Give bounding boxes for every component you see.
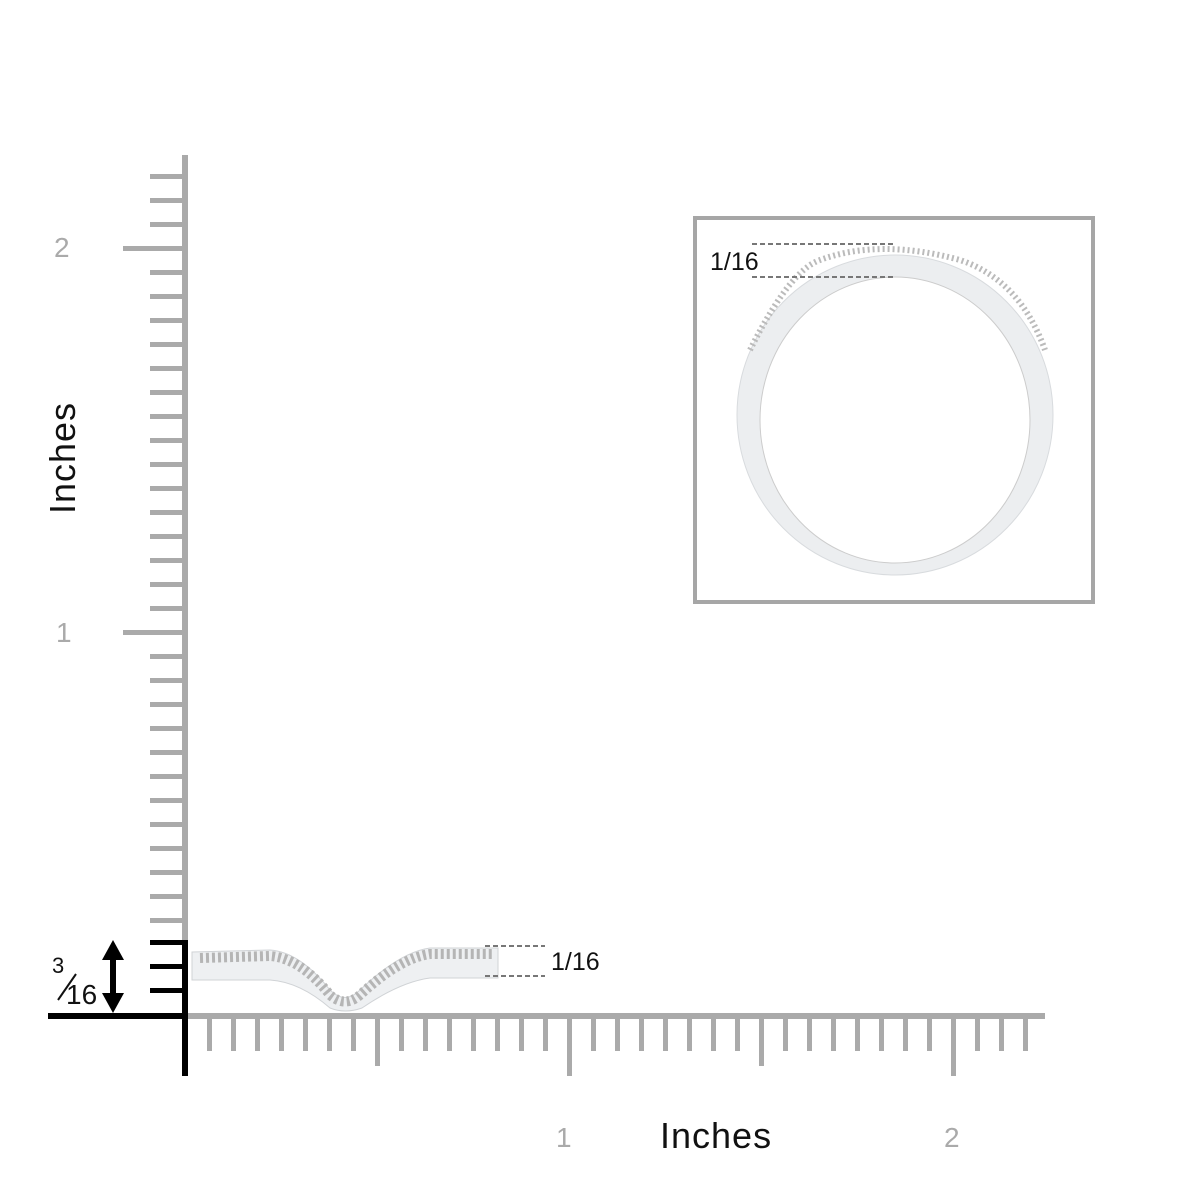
- vertical-ruler-tick: [150, 798, 183, 803]
- horizontal-ruler-tick: [255, 1016, 260, 1051]
- horizontal-ruler-tick: [831, 1016, 836, 1051]
- horizontal-ruler-tick: [951, 1016, 956, 1076]
- horizontal-ruler-tick: [663, 1016, 668, 1051]
- horizontal-ruler-tick: [855, 1016, 860, 1051]
- vertical-ruler-tick: [150, 462, 183, 467]
- vertical-ruler-tick: [150, 534, 183, 539]
- vertical-ruler-tick: [123, 246, 183, 251]
- vertical-ruler-tick: [150, 174, 183, 179]
- horizontal-ruler-tick: [399, 1016, 404, 1051]
- vertical-ruler-tick: [150, 822, 183, 827]
- inset-width-label: 1/16: [710, 248, 759, 276]
- band-height-numerator: 3: [52, 953, 65, 978]
- vertical-ruler-tick: [150, 918, 183, 923]
- vertical-ruler-tick: [150, 582, 183, 587]
- vertical-ruler-tick: [150, 558, 183, 563]
- horizontal-ruler-tick: [447, 1016, 452, 1051]
- vertical-ruler-tick: [150, 198, 183, 203]
- horizontal-ruler-tick: [687, 1016, 692, 1051]
- horizontal-ruler-tick: [279, 1016, 284, 1051]
- horizontal-ruler-tick: [735, 1016, 740, 1051]
- vertical-ruler-tick: [150, 438, 183, 443]
- vertical-ruler-tick: [150, 606, 183, 611]
- vertical-ruler-line: [182, 155, 188, 940]
- horizontal-ruler-tick: [711, 1016, 716, 1051]
- vertical-ruler-tick: [150, 678, 183, 683]
- horizontal-ruler-tick: [303, 1016, 308, 1051]
- horizontal-ruler-tick: [783, 1016, 788, 1051]
- horizontal-ruler-tick: [423, 1016, 428, 1051]
- horizontal-ruler-tick: [327, 1016, 332, 1051]
- horizontal-ruler-tick: [999, 1016, 1004, 1051]
- vertical-ruler-tick: [150, 870, 183, 875]
- horizontal-ruler-tick: [615, 1016, 620, 1051]
- vertical-ruler-tick: [150, 774, 183, 779]
- horizontal-ruler-tick: [639, 1016, 644, 1051]
- vertical-ruler-tick: [150, 894, 183, 899]
- horizontal-ruler-tick: [591, 1016, 596, 1051]
- vertical-ruler-tick: [150, 846, 183, 851]
- horizontal-ruler-tick: [231, 1016, 236, 1051]
- band-width-label: 1/16: [551, 948, 600, 976]
- vertical-tick-label-2: 2: [54, 232, 70, 263]
- horizontal-ruler-tick: [879, 1016, 884, 1051]
- horizontal-ruler-tick: [351, 1016, 356, 1051]
- vertical-ruler-tick: [150, 222, 183, 227]
- horizontal-tick-label-1: 1: [556, 1122, 572, 1153]
- band-height-marker: [48, 940, 188, 1076]
- horizontal-ruler-tick: [759, 1016, 764, 1066]
- horizontal-ruler-tick: [807, 1016, 812, 1051]
- vertical-ruler-tick: [150, 342, 183, 347]
- ring-side-view: [191, 945, 545, 1012]
- vertical-ruler-tick: [150, 390, 183, 395]
- horizontal-ruler-tick: [567, 1016, 572, 1076]
- vertical-ruler-tick: [150, 486, 183, 491]
- vertical-ruler-tick: [150, 510, 183, 515]
- vertical-ruler-tick: [150, 318, 183, 323]
- horizontal-tick-label-2: 2: [944, 1122, 960, 1153]
- horizontal-ruler-tick: [495, 1016, 500, 1051]
- horizontal-ruler-tick: [1023, 1016, 1028, 1051]
- vertical-ruler-tick: [150, 270, 183, 275]
- double-arrow-icon: [102, 940, 124, 1013]
- horizontal-ruler: [207, 1016, 1028, 1076]
- horizontal-ruler-line: [185, 1013, 1045, 1019]
- horizontal-ruler-tick: [519, 1016, 524, 1051]
- vertical-ruler-tick: [150, 726, 183, 731]
- horizontal-ruler-tick: [975, 1016, 980, 1051]
- vertical-ruler-tick: [150, 750, 183, 755]
- horizontal-ruler-tick: [903, 1016, 908, 1051]
- horizontal-ruler-tick: [543, 1016, 548, 1051]
- vertical-ruler-tick: [123, 630, 183, 635]
- vertical-axis-title: Inches: [42, 401, 83, 515]
- vertical-ruler: [123, 174, 183, 923]
- ring-front-view: [736, 243, 1054, 576]
- vertical-ruler-tick: [150, 366, 183, 371]
- fraction-slash: [57, 973, 77, 1001]
- vertical-ruler-tick: [150, 654, 183, 659]
- vertical-tick-label-1: 1: [56, 617, 72, 648]
- vertical-ruler-tick: [150, 702, 183, 707]
- band-height-denominator: 16: [66, 979, 98, 1010]
- horizontal-ruler-tick: [207, 1016, 212, 1051]
- horizontal-axis-title: Inches: [660, 1115, 773, 1156]
- horizontal-ruler-tick: [927, 1016, 932, 1051]
- vertical-ruler-tick: [150, 414, 183, 419]
- horizontal-ruler-tick: [471, 1016, 476, 1051]
- vertical-ruler-tick: [150, 294, 183, 299]
- horizontal-ruler-tick: [375, 1016, 380, 1066]
